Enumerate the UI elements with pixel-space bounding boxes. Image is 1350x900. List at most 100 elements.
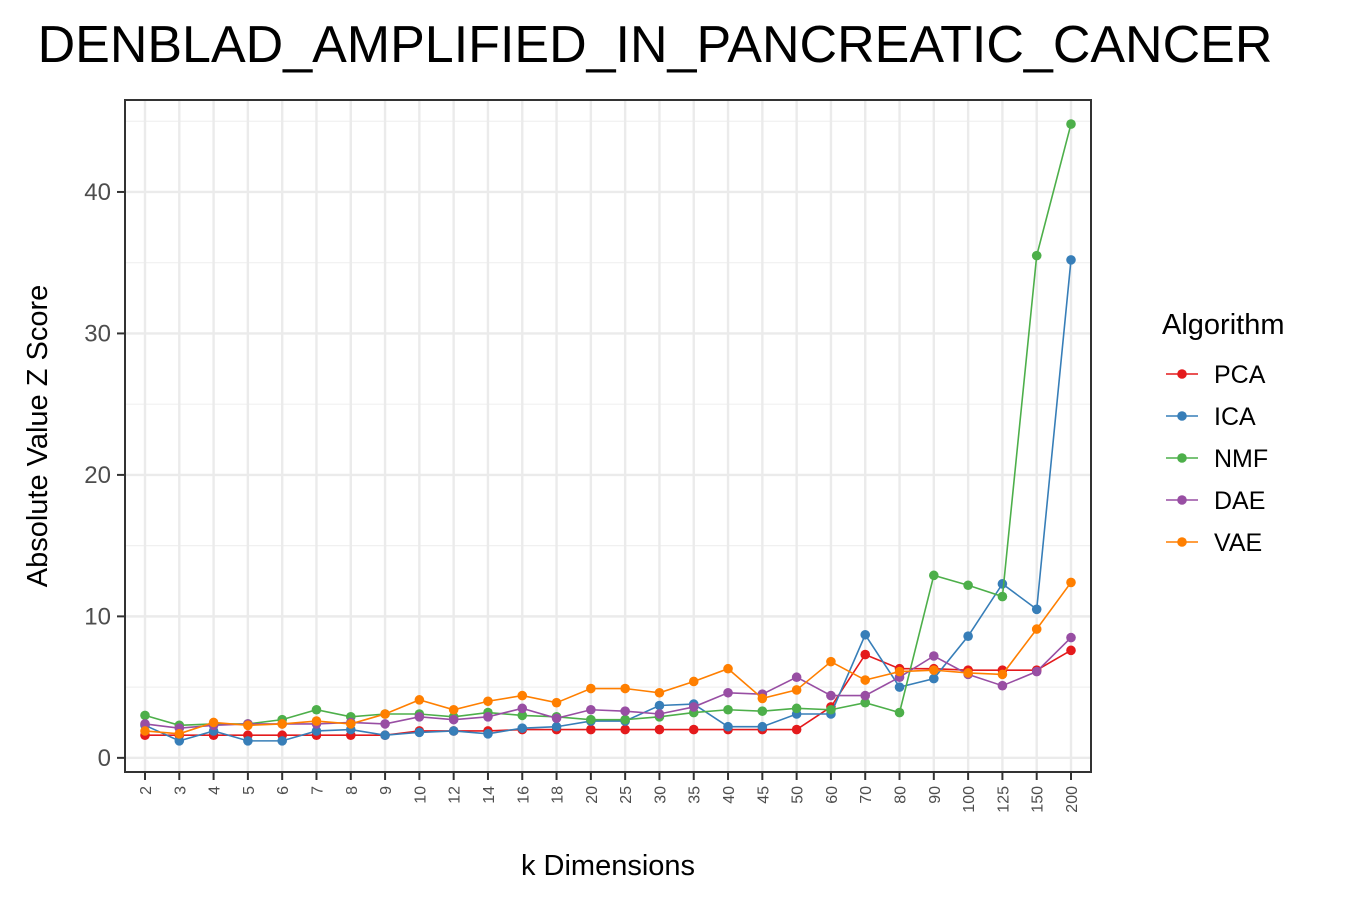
x-tick-label: 30: [652, 786, 669, 804]
data-point-dae: [1031, 666, 1042, 677]
x-tick-label: 7: [309, 786, 326, 795]
data-point-nmf: [311, 704, 322, 715]
legend-marker: [1177, 369, 1187, 379]
legend-item-ica: ICA: [1166, 403, 1256, 431]
data-point-dae: [997, 680, 1008, 691]
x-tick-label: 9: [378, 786, 395, 795]
x-tick-label: 60: [824, 786, 841, 804]
x-tick-label: 14: [481, 786, 498, 804]
data-point-nmf: [963, 580, 973, 591]
data-point-nmf: [517, 710, 528, 721]
x-tick-label: 20: [584, 786, 601, 804]
data-point-vae: [277, 719, 287, 729]
data-point-dae: [517, 703, 528, 714]
data-point-dae: [723, 687, 733, 698]
data-point-dae: [688, 702, 699, 712]
series-line-vae: [144, 581, 1072, 735]
data-point-ica: [517, 723, 528, 733]
data-point-nmf: [620, 714, 630, 725]
x-tick-label: 6: [275, 786, 292, 795]
legend-label: NMF: [1214, 445, 1268, 473]
data-point-dae: [551, 713, 562, 724]
data-point-vae: [997, 669, 1008, 680]
legend-item-vae: VAE: [1166, 529, 1262, 557]
y-axis: 0 10 20 30 40: [84, 179, 125, 772]
data-point-nmf: [997, 591, 1008, 602]
data-point-vae: [311, 716, 322, 726]
data-point-ica: [1031, 604, 1042, 615]
plot-panel: [125, 100, 1091, 772]
data-point-dae: [380, 719, 390, 729]
x-tick-label: 8: [344, 786, 361, 795]
legend-marker: [1177, 411, 1187, 421]
y-axis-label: Absolute Value Z Score: [22, 285, 54, 588]
data-point-ica: [174, 736, 185, 746]
data-point-dae: [826, 690, 836, 701]
plot-border: [124, 99, 1092, 773]
data-point-vae: [208, 717, 219, 728]
legend: Algorithm PCA ICA NMF DAE VAE: [1162, 309, 1285, 557]
data-point-ica: [551, 721, 562, 732]
legend-title: Algorithm: [1162, 309, 1285, 341]
data-point-dae: [414, 712, 425, 722]
data-point-nmf: [757, 706, 768, 716]
data-point-ica: [860, 629, 871, 640]
x-tick-label: 10: [412, 786, 429, 804]
data-point-nmf: [929, 570, 939, 581]
x-tick-label: 3: [172, 786, 189, 795]
data-point-vae: [174, 729, 185, 739]
data-point-vae: [723, 663, 733, 674]
data-point-dae: [791, 672, 802, 683]
data-point-dae: [140, 719, 150, 729]
data-point-ica: [997, 579, 1008, 589]
x-tick-label: 45: [755, 786, 772, 804]
x-tick-label: 2: [138, 786, 155, 795]
x-tick-label: 50: [790, 786, 807, 804]
data-point-nmf: [894, 707, 905, 718]
x-tick-label: 125: [995, 786, 1012, 813]
data-point-ica: [723, 721, 733, 732]
data-point-vae: [345, 719, 356, 729]
x-tick-label: 40: [721, 786, 738, 804]
data-point-ica: [654, 700, 665, 711]
data-point-ica: [311, 726, 322, 736]
series-line-ica: [144, 259, 1072, 742]
chart-title: DENBLAD_AMPLIFIED_IN_PANCREATIC_CANCER: [38, 16, 1273, 74]
data-point-ica: [894, 682, 905, 692]
data-point-dae: [448, 714, 459, 725]
x-tick-label: 25: [618, 786, 635, 804]
data-point-vae: [688, 676, 699, 687]
x-tick-label: 80: [893, 786, 910, 804]
data-point-nmf: [140, 710, 150, 721]
data-point-ica: [757, 721, 768, 732]
data-point-nmf: [1066, 119, 1076, 129]
data-point-vae: [448, 704, 459, 715]
data-point-vae: [140, 726, 150, 736]
grid: [125, 100, 1091, 772]
data-point-nmf: [586, 714, 596, 725]
data-point-dae: [860, 690, 871, 701]
data-point-vae: [620, 683, 630, 694]
x-tick-label: 100: [961, 786, 978, 813]
data-point-vae: [517, 690, 528, 701]
data-point-pca: [791, 724, 802, 735]
data-point-dae: [929, 651, 939, 661]
data-point-ica: [929, 673, 939, 684]
data-point-vae: [414, 695, 425, 705]
legend-label: VAE: [1214, 529, 1262, 557]
data-point-dae: [654, 709, 665, 719]
data-point-dae: [483, 712, 493, 722]
data-point-ica: [380, 730, 390, 741]
data-point-ica: [448, 726, 459, 736]
series-vae: [140, 577, 1076, 739]
series-line-dae: [144, 637, 1072, 729]
legend-item-dae: DAE: [1166, 487, 1265, 515]
data-point-vae: [243, 720, 253, 731]
data-point-ica: [1066, 255, 1076, 265]
x-tick-label: 200: [1064, 786, 1081, 813]
legend-label: PCA: [1214, 361, 1266, 389]
data-point-ica: [483, 729, 493, 739]
x-axis: 2 3 4 5 6 7 8 9 10 12 14 16 18 20 25 30 35 40 45 50 60 70 80 90…: [138, 772, 1081, 813]
data-point-vae: [654, 687, 665, 698]
